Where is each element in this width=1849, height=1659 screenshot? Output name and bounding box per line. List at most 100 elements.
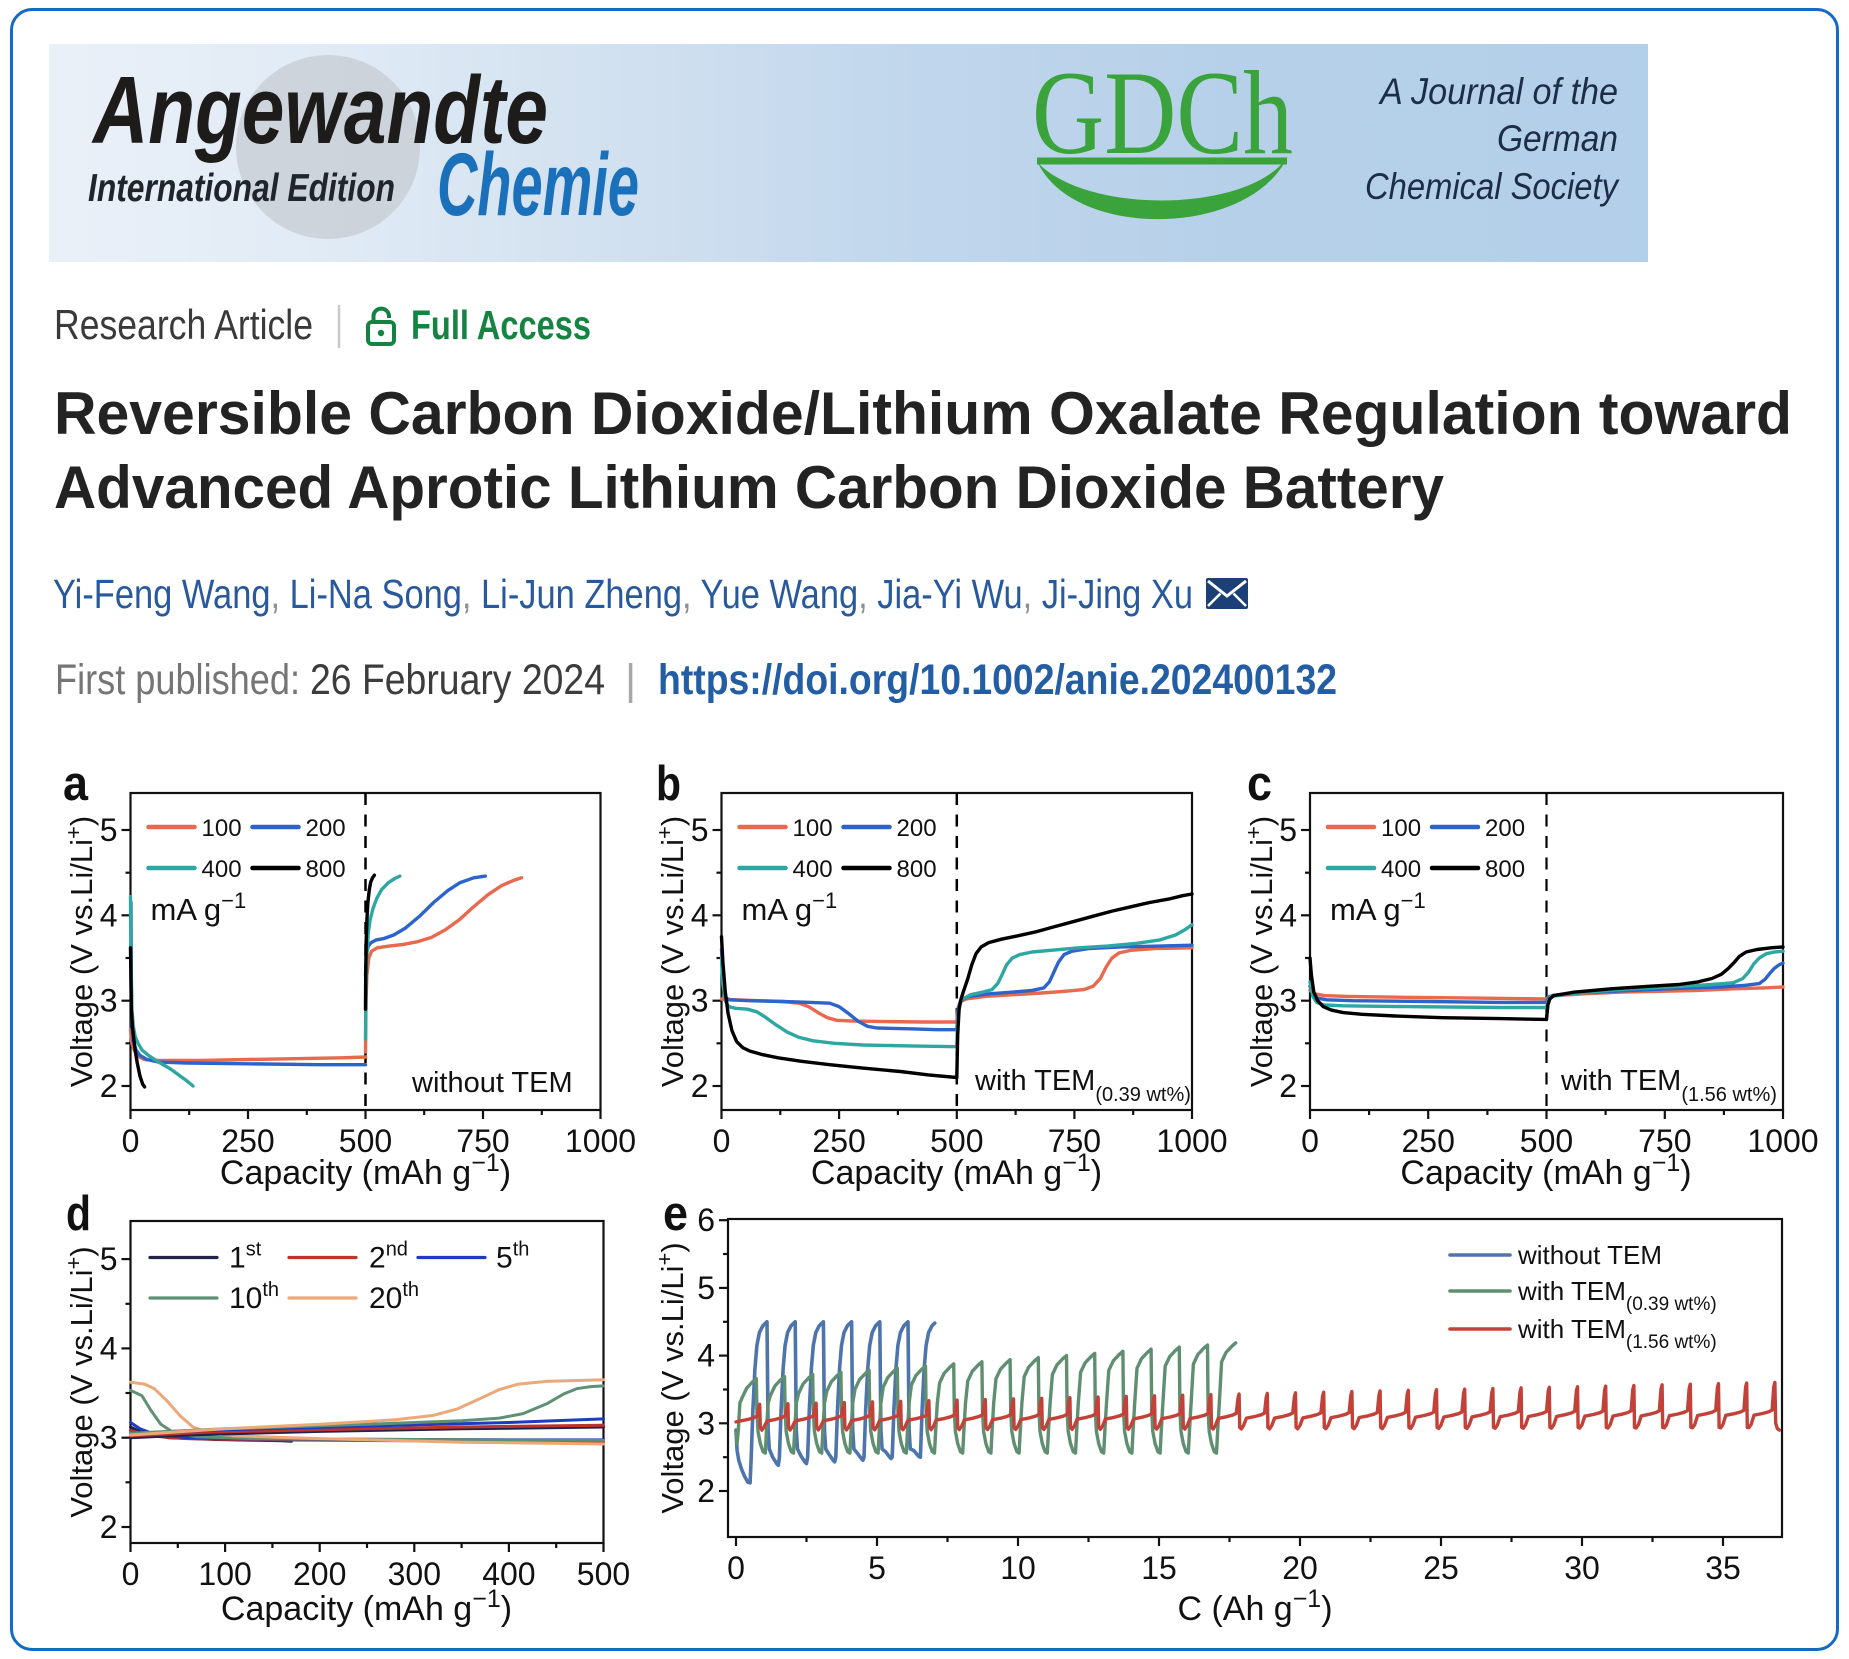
svg-text:Chemical Society: Chemical Society xyxy=(1365,166,1620,207)
svg-text:100: 100 xyxy=(202,815,242,842)
svg-text:800: 800 xyxy=(306,856,346,883)
svg-text:mA g−1: mA g−1 xyxy=(1330,888,1426,927)
svg-text:35: 35 xyxy=(1705,1550,1741,1586)
svg-text:b: b xyxy=(656,757,681,811)
svg-text:750: 750 xyxy=(1638,1123,1691,1159)
svg-text:Voltage (V vs.Li/Li+): Voltage (V vs.Li/Li+) xyxy=(61,1246,99,1517)
svg-text:0: 0 xyxy=(713,1123,731,1159)
svg-text:Capacity (mAh g−1): Capacity (mAh g−1) xyxy=(1400,1149,1691,1192)
svg-text:300: 300 xyxy=(388,1556,441,1592)
svg-text:Capacity (mAh g−1): Capacity (mAh g−1) xyxy=(220,1149,511,1192)
svg-text:100: 100 xyxy=(198,1556,251,1592)
svg-text:800: 800 xyxy=(1485,856,1525,883)
svg-text:5: 5 xyxy=(1279,812,1297,848)
svg-text:with TEM(0.39 wt%): with TEM(0.39 wt%) xyxy=(974,1065,1191,1106)
svg-text:5: 5 xyxy=(868,1550,886,1586)
svg-text:200: 200 xyxy=(293,1556,346,1592)
svg-text:https://doi.org/10.1002/anie.2: https://doi.org/10.1002/anie.202400132 xyxy=(658,656,1337,704)
svg-text:a: a xyxy=(63,757,89,811)
svg-text:400: 400 xyxy=(202,856,242,883)
svg-text:750: 750 xyxy=(456,1123,509,1159)
svg-text:c: c xyxy=(1247,757,1272,811)
svg-text:750: 750 xyxy=(1048,1123,1101,1159)
svg-text:German: German xyxy=(1497,118,1618,159)
svg-text:Voltage (V vs.Li/Li+): Voltage (V vs.Li/Li+) xyxy=(652,816,690,1087)
svg-text:3: 3 xyxy=(1279,983,1297,1019)
svg-text:200: 200 xyxy=(897,815,937,842)
svg-text:0: 0 xyxy=(122,1556,140,1592)
svg-text:Voltage (V vs.Li/Li+): Voltage (V vs.Li/Li+) xyxy=(1241,816,1279,1087)
svg-text:4: 4 xyxy=(100,1330,118,1366)
svg-text:GDCh: GDCh xyxy=(1032,46,1293,179)
svg-text:Capacity (mAh g−1): Capacity (mAh g−1) xyxy=(811,1149,1102,1192)
svg-text:6: 6 xyxy=(697,1202,715,1238)
svg-text:Angewandte: Angewandte xyxy=(91,57,548,164)
svg-text:3: 3 xyxy=(697,1405,715,1441)
svg-text:Voltage (V vs.Li/Li+): Voltage (V vs.Li/Li+) xyxy=(61,816,99,1087)
svg-text:2: 2 xyxy=(691,1068,709,1104)
svg-text:mA g−1: mA g−1 xyxy=(151,888,247,927)
svg-text:Voltage (V vs.Li/Li+): Voltage (V vs.Li/Li+) xyxy=(652,1242,690,1513)
svg-text:International Edition: International Edition xyxy=(88,167,395,210)
svg-text:5: 5 xyxy=(697,1270,715,1306)
svg-text:500: 500 xyxy=(577,1556,630,1592)
svg-text:1st: 1st xyxy=(229,1239,262,1275)
svg-text:with TEM(1.56 wt%): with TEM(1.56 wt%) xyxy=(1560,1065,1777,1106)
svg-text:2: 2 xyxy=(697,1473,715,1509)
svg-text:20th: 20th xyxy=(369,1279,419,1315)
svg-text:3: 3 xyxy=(100,983,118,1019)
svg-text:0: 0 xyxy=(1301,1123,1319,1159)
svg-text:200: 200 xyxy=(1485,815,1525,842)
svg-text:250: 250 xyxy=(221,1123,274,1159)
svg-text:10th: 10th xyxy=(229,1279,279,1315)
svg-text:250: 250 xyxy=(1402,1123,1455,1159)
svg-text:100: 100 xyxy=(793,815,833,842)
svg-text:25: 25 xyxy=(1423,1550,1459,1586)
svg-text:500: 500 xyxy=(930,1123,983,1159)
svg-text:0: 0 xyxy=(727,1550,745,1586)
svg-text:20: 20 xyxy=(1282,1550,1318,1586)
svg-text:1000: 1000 xyxy=(565,1123,636,1159)
svg-text:2: 2 xyxy=(1279,1068,1297,1104)
svg-text:200: 200 xyxy=(306,815,346,842)
svg-text:5: 5 xyxy=(691,812,709,848)
svg-text:5th: 5th xyxy=(496,1239,529,1275)
svg-text:with TEM(0.39 wt%): with TEM(0.39 wt%) xyxy=(1517,1276,1717,1315)
svg-text:400: 400 xyxy=(1381,856,1421,883)
svg-text:400: 400 xyxy=(793,856,833,883)
svg-text:1000: 1000 xyxy=(1156,1123,1227,1159)
svg-text:4: 4 xyxy=(691,897,709,933)
svg-text:|: | xyxy=(625,656,636,704)
svg-text:Yi-Feng Wang, Li-Na Song, Li-J: Yi-Feng Wang, Li-Na Song, Li-Jun Zheng, … xyxy=(53,571,1193,617)
svg-text:Full Access: Full Access xyxy=(411,302,591,348)
svg-text:4: 4 xyxy=(697,1338,715,1374)
svg-text:500: 500 xyxy=(339,1123,392,1159)
svg-text:2nd: 2nd xyxy=(369,1239,408,1275)
svg-text:4: 4 xyxy=(1279,897,1297,933)
svg-text:First published:: First published: xyxy=(55,656,300,704)
svg-text:3: 3 xyxy=(691,983,709,1019)
svg-text:without TEM: without TEM xyxy=(1517,1240,1662,1270)
svg-text:100: 100 xyxy=(1381,815,1421,842)
svg-text:250: 250 xyxy=(812,1123,865,1159)
svg-text:Capacity (mAh g−1): Capacity (mAh g−1) xyxy=(221,1585,512,1628)
svg-text:0: 0 xyxy=(122,1123,140,1159)
svg-text:30: 30 xyxy=(1564,1550,1600,1586)
svg-text:d: d xyxy=(66,1187,91,1241)
svg-text:e: e xyxy=(663,1187,688,1241)
svg-text:2: 2 xyxy=(100,1068,118,1104)
svg-text:3: 3 xyxy=(100,1420,118,1456)
svg-text:Advanced Aprotic Lithium Carbo: Advanced Aprotic Lithium Carbon Dioxide … xyxy=(54,454,1445,521)
svg-text:2: 2 xyxy=(100,1509,118,1545)
svg-text:26 February 2024: 26 February 2024 xyxy=(310,656,605,704)
svg-text:Research Article: Research Article xyxy=(54,301,313,348)
svg-text:4: 4 xyxy=(100,897,118,933)
svg-text:500: 500 xyxy=(1520,1123,1573,1159)
svg-text:15: 15 xyxy=(1141,1550,1177,1586)
svg-text:Chemie: Chemie xyxy=(437,134,639,234)
svg-text:1000: 1000 xyxy=(1747,1123,1818,1159)
svg-text:C (Ah g−1): C (Ah g−1) xyxy=(1177,1585,1332,1628)
svg-text:5: 5 xyxy=(100,1241,118,1277)
svg-text:A Journal of the: A Journal of the xyxy=(1378,71,1618,112)
svg-text:without TEM: without TEM xyxy=(411,1067,573,1099)
